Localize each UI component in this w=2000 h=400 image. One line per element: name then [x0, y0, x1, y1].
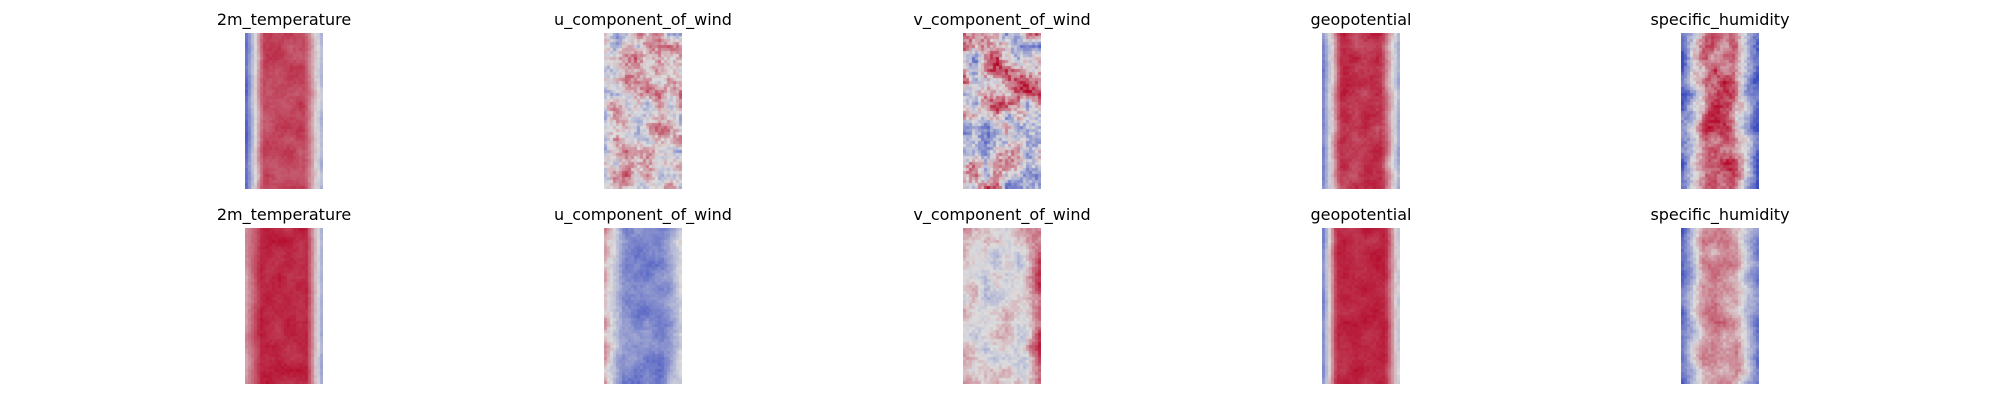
heatmap — [604, 33, 682, 189]
subplot-title: geopotential — [1310, 205, 1412, 224]
subplot-title: u_component_of_wind — [554, 10, 732, 29]
heatmap — [1322, 228, 1400, 384]
subplot-title: v_component_of_wind — [913, 205, 1091, 224]
heatmap — [1681, 33, 1759, 189]
subplot-title: geopotential — [1310, 10, 1412, 29]
subplot-title: v_component_of_wind — [913, 10, 1091, 29]
subplot-title: 2m_temperature — [216, 10, 352, 29]
heatmap — [963, 228, 1041, 384]
heatmap — [245, 33, 323, 189]
heatmap — [1681, 228, 1759, 384]
heatmap — [604, 228, 682, 384]
heatmap — [245, 228, 323, 384]
subplot-title: specific_humidity — [1650, 205, 1790, 224]
heatmap — [1322, 33, 1400, 189]
subplot-title: u_component_of_wind — [554, 205, 732, 224]
subplot-title: 2m_temperature — [216, 205, 352, 224]
heatmap — [963, 33, 1041, 189]
subplot-title: specific_humidity — [1650, 10, 1790, 29]
